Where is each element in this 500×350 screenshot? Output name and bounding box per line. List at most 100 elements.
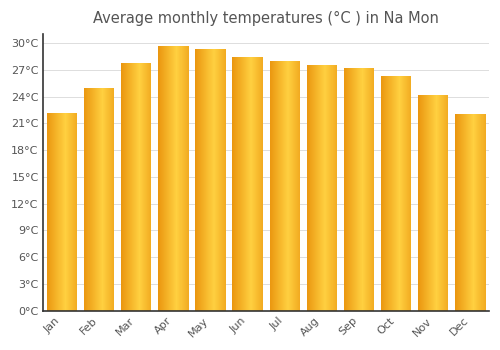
Bar (50, 113, 51, 310)
Bar (197, 49, 198, 310)
Bar (277, 61, 278, 310)
Bar (344, 68, 345, 310)
Bar (423, 95, 424, 310)
Bar (237, 57, 238, 310)
Bar (372, 68, 373, 310)
Bar (176, 46, 177, 310)
Bar (368, 68, 369, 310)
Bar (332, 65, 333, 310)
Bar (371, 68, 372, 310)
Bar (171, 46, 172, 310)
Bar (136, 63, 137, 310)
Bar (459, 114, 460, 310)
Bar (435, 95, 436, 310)
Bar (392, 76, 393, 310)
Bar (290, 61, 291, 310)
Bar (408, 76, 409, 310)
Bar (293, 61, 294, 310)
Bar (485, 114, 486, 310)
Bar (61, 113, 62, 310)
Bar (447, 95, 448, 310)
Bar (238, 57, 239, 310)
Bar (74, 113, 75, 310)
Bar (401, 76, 402, 310)
Bar (184, 46, 185, 310)
Bar (246, 57, 247, 310)
Bar (202, 49, 203, 310)
Bar (111, 88, 112, 310)
Bar (181, 46, 182, 310)
Bar (350, 68, 351, 310)
Bar (97, 88, 98, 310)
Bar (346, 68, 347, 310)
Bar (316, 65, 317, 310)
Bar (199, 49, 200, 310)
Bar (224, 49, 225, 310)
Bar (419, 95, 420, 310)
Bar (180, 46, 181, 310)
Bar (141, 63, 142, 310)
Bar (370, 68, 371, 310)
Bar (440, 95, 441, 310)
Bar (112, 88, 113, 310)
Bar (145, 63, 146, 310)
Bar (393, 76, 394, 310)
Bar (444, 95, 445, 310)
Bar (446, 95, 447, 310)
Bar (275, 61, 276, 310)
Bar (477, 114, 478, 310)
Bar (106, 88, 107, 310)
Bar (47, 113, 48, 310)
Bar (240, 57, 241, 310)
Bar (418, 95, 419, 310)
Bar (320, 65, 321, 310)
Bar (252, 57, 253, 310)
Bar (289, 61, 290, 310)
Bar (133, 63, 134, 310)
Bar (455, 114, 456, 310)
Bar (270, 61, 271, 310)
Bar (389, 76, 390, 310)
Bar (65, 113, 66, 310)
Bar (223, 49, 224, 310)
Bar (144, 63, 145, 310)
Bar (138, 63, 139, 310)
Bar (353, 68, 354, 310)
Bar (90, 88, 91, 310)
Bar (170, 46, 171, 310)
Bar (143, 63, 144, 310)
Bar (185, 46, 186, 310)
Bar (297, 61, 298, 310)
Bar (250, 57, 251, 310)
Bar (216, 49, 217, 310)
Bar (433, 95, 434, 310)
Bar (222, 49, 223, 310)
Bar (98, 88, 99, 310)
Bar (280, 61, 281, 310)
Bar (147, 63, 148, 310)
Bar (271, 61, 272, 310)
Bar (462, 114, 463, 310)
Bar (484, 114, 485, 310)
Bar (456, 114, 457, 310)
Bar (214, 49, 215, 310)
Bar (321, 65, 322, 310)
Bar (308, 65, 309, 310)
Bar (325, 65, 326, 310)
Bar (129, 63, 130, 310)
Bar (292, 61, 293, 310)
Bar (233, 57, 234, 310)
Bar (276, 61, 277, 310)
Bar (254, 57, 255, 310)
Bar (335, 65, 336, 310)
Bar (461, 114, 462, 310)
Bar (49, 113, 50, 310)
Bar (430, 95, 431, 310)
Bar (400, 76, 401, 310)
Bar (273, 61, 274, 310)
Bar (352, 68, 353, 310)
Bar (313, 65, 314, 310)
Bar (261, 57, 262, 310)
Bar (70, 113, 71, 310)
Bar (317, 65, 318, 310)
